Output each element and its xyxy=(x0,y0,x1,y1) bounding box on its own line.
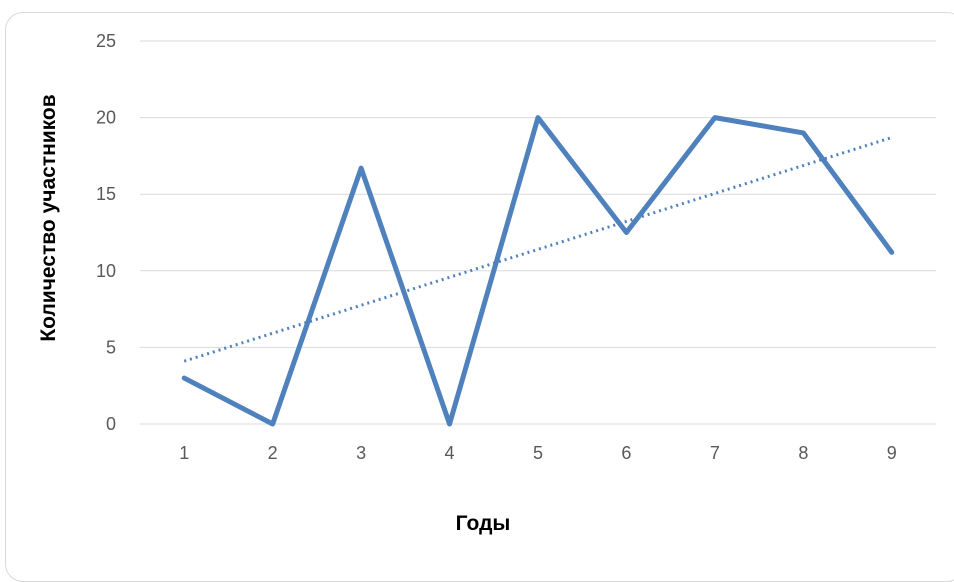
y-tick-label: 25 xyxy=(96,31,116,51)
y-tick-label: 15 xyxy=(96,184,116,204)
y-axis-title: Количество участников xyxy=(37,94,60,341)
trendline xyxy=(184,138,892,362)
gridlines xyxy=(140,41,936,424)
x-tick-labels: 1 2 3 4 5 6 7 8 9 xyxy=(179,443,897,463)
y-tick-label: 5 xyxy=(106,337,116,357)
y-tick-labels: 0 5 10 15 20 25 xyxy=(96,31,116,434)
y-tick-label: 0 xyxy=(106,414,116,434)
x-tick-label: 5 xyxy=(533,443,543,463)
x-tick-label: 3 xyxy=(356,443,366,463)
y-tick-label: 10 xyxy=(96,261,116,281)
x-tick-label: 9 xyxy=(887,443,897,463)
x-axis-title: Годы xyxy=(456,512,511,535)
x-tick-label: 4 xyxy=(445,443,455,463)
trendline-layer xyxy=(184,138,892,362)
x-tick-label: 2 xyxy=(268,443,278,463)
x-tick-label: 8 xyxy=(798,443,808,463)
x-tick-label: 1 xyxy=(179,443,189,463)
x-tick-label: 7 xyxy=(710,443,720,463)
y-tick-label: 20 xyxy=(96,108,116,128)
x-tick-label: 6 xyxy=(621,443,631,463)
